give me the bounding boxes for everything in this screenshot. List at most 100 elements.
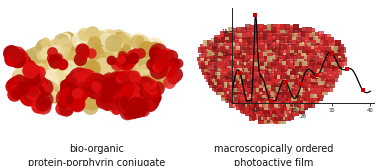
Point: [201, 55, 207, 58]
Point: [232, 74, 239, 77]
Point: [45, 92, 51, 95]
Point: [56, 72, 62, 75]
Point: [27, 93, 33, 96]
Point: [75, 93, 81, 96]
Point: [251, 71, 257, 74]
Point: [104, 86, 110, 89]
Point: [152, 52, 158, 55]
Point: [94, 65, 100, 68]
Point: [322, 55, 328, 58]
Point: [290, 100, 296, 103]
Point: [127, 110, 133, 113]
Point: [71, 83, 77, 86]
Point: [262, 90, 268, 93]
Point: [109, 73, 115, 75]
Point: [335, 42, 341, 45]
Point: [294, 84, 300, 87]
Point: [84, 61, 90, 64]
Point: [270, 120, 276, 122]
Point: [72, 80, 78, 83]
Point: [231, 78, 237, 80]
Point: [287, 116, 293, 119]
Point: [81, 57, 87, 60]
Point: [228, 45, 234, 48]
Point: [237, 72, 243, 74]
Point: [116, 75, 122, 78]
Point: [257, 94, 263, 96]
Point: [137, 95, 143, 98]
Point: [211, 87, 217, 90]
Point: [218, 84, 224, 87]
Point: [45, 88, 51, 91]
Point: [210, 58, 216, 61]
Point: [77, 80, 83, 83]
Point: [46, 88, 52, 90]
Point: [130, 80, 136, 82]
Point: [307, 58, 313, 61]
Point: [263, 39, 269, 42]
Point: [81, 92, 87, 95]
Point: [334, 68, 340, 71]
Point: [140, 109, 146, 112]
Point: [98, 85, 104, 87]
Point: [300, 39, 306, 42]
Point: [122, 71, 129, 74]
Point: [265, 87, 271, 90]
Point: [300, 71, 306, 74]
Point: [84, 69, 90, 71]
Point: [273, 103, 279, 106]
Point: [206, 48, 212, 51]
Point: [54, 62, 60, 65]
Point: [299, 61, 305, 64]
Point: [89, 47, 95, 50]
Point: [315, 55, 321, 58]
Point: [324, 39, 330, 42]
Point: [277, 103, 284, 106]
Point: [305, 52, 311, 54]
Point: [288, 61, 294, 64]
Point: [150, 45, 156, 48]
Point: [339, 58, 345, 61]
Point: [282, 107, 288, 109]
Point: [286, 78, 292, 80]
Point: [265, 90, 271, 93]
Point: [143, 81, 149, 83]
Point: [77, 57, 83, 60]
Point: [259, 48, 265, 51]
Point: [250, 110, 256, 112]
Point: [297, 103, 303, 106]
Point: [203, 58, 209, 61]
Point: [309, 97, 315, 100]
Point: [123, 76, 129, 79]
Point: [325, 48, 331, 51]
Point: [330, 61, 336, 64]
Point: [88, 56, 94, 59]
Point: [251, 42, 257, 45]
Point: [48, 68, 54, 71]
Point: [14, 53, 20, 55]
Point: [244, 94, 250, 96]
Point: [154, 87, 160, 90]
Point: [81, 62, 87, 65]
Point: [251, 90, 257, 93]
Point: [321, 74, 327, 77]
Point: [111, 72, 117, 75]
Point: [64, 39, 70, 41]
Point: [209, 48, 215, 51]
Point: [288, 97, 294, 100]
Point: [94, 83, 100, 85]
Point: [62, 50, 68, 53]
Point: [53, 43, 59, 46]
Point: [82, 64, 88, 66]
Point: [55, 87, 61, 90]
Point: [77, 94, 83, 96]
Point: [222, 94, 228, 96]
Point: [32, 84, 38, 87]
Point: [254, 29, 260, 32]
Point: [262, 87, 268, 90]
Point: [255, 113, 261, 116]
Point: [309, 32, 315, 35]
Point: [330, 45, 336, 48]
Point: [130, 59, 136, 62]
Point: [113, 88, 119, 91]
